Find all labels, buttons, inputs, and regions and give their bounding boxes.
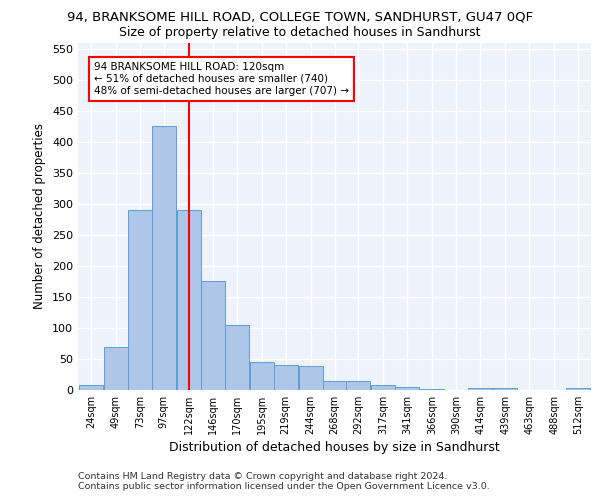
Text: Contains HM Land Registry data © Crown copyright and database right 2024.: Contains HM Land Registry data © Crown c… — [78, 472, 448, 481]
Bar — [250, 362, 274, 390]
Bar — [323, 380, 346, 390]
Bar — [104, 346, 128, 390]
Bar — [371, 385, 395, 390]
Text: 94 BRANKSOME HILL ROAD: 120sqm
← 51% of detached houses are smaller (740)
48% of: 94 BRANKSOME HILL ROAD: 120sqm ← 51% of … — [94, 62, 349, 96]
Bar — [421, 389, 444, 390]
Bar — [79, 385, 103, 390]
Bar — [274, 365, 298, 390]
Bar — [493, 388, 517, 390]
Text: Size of property relative to detached houses in Sandhurst: Size of property relative to detached ho… — [119, 26, 481, 39]
Bar — [468, 388, 492, 390]
Bar — [128, 210, 152, 390]
Text: 94, BRANKSOME HILL ROAD, COLLEGE TOWN, SANDHURST, GU47 0QF: 94, BRANKSOME HILL ROAD, COLLEGE TOWN, S… — [67, 11, 533, 24]
Bar — [299, 366, 323, 390]
Bar — [566, 388, 590, 390]
Bar — [201, 282, 225, 390]
Bar — [395, 387, 419, 390]
Bar — [346, 380, 370, 390]
Bar — [177, 210, 201, 390]
X-axis label: Distribution of detached houses by size in Sandhurst: Distribution of detached houses by size … — [169, 441, 500, 454]
Text: Contains public sector information licensed under the Open Government Licence v3: Contains public sector information licen… — [78, 482, 490, 491]
Bar — [225, 325, 248, 390]
Y-axis label: Number of detached properties: Number of detached properties — [34, 123, 46, 309]
Bar — [152, 126, 176, 390]
